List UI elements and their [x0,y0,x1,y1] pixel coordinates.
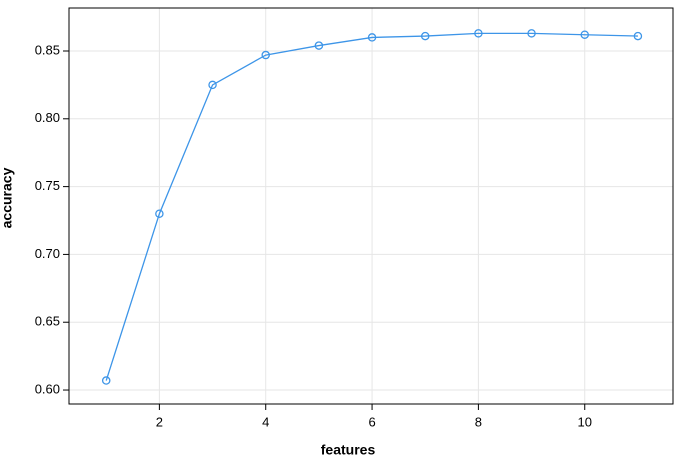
data-point [527,29,536,38]
y-tick-label: 0.65 [35,314,60,329]
data-point [208,80,217,90]
x-tick-label: 8 [475,414,482,429]
x-tick-label: 10 [578,414,592,429]
y-axis-label: accuracy [0,167,15,228]
data-point [367,33,377,42]
x-tick-label: 2 [156,414,163,429]
x-tick-label: 4 [262,414,269,429]
y-tick-label: 0.60 [35,381,60,396]
data-point [155,209,164,218]
series-line [105,32,638,381]
data-point [474,29,483,38]
data-point [314,41,324,50]
data-point [633,31,643,41]
data-point [101,376,111,385]
x-tick-label: 6 [368,414,375,429]
data-point [261,50,270,60]
data-point [420,31,430,41]
y-tick-label: 0.80 [35,110,60,125]
y-tick-label: 0.70 [35,246,60,261]
x-axis-label: features [321,442,376,457]
y-tick-label: 0.85 [35,42,60,57]
data-point [580,30,589,39]
y-tick-label: 0.75 [35,178,60,193]
plot-frame [68,7,674,405]
